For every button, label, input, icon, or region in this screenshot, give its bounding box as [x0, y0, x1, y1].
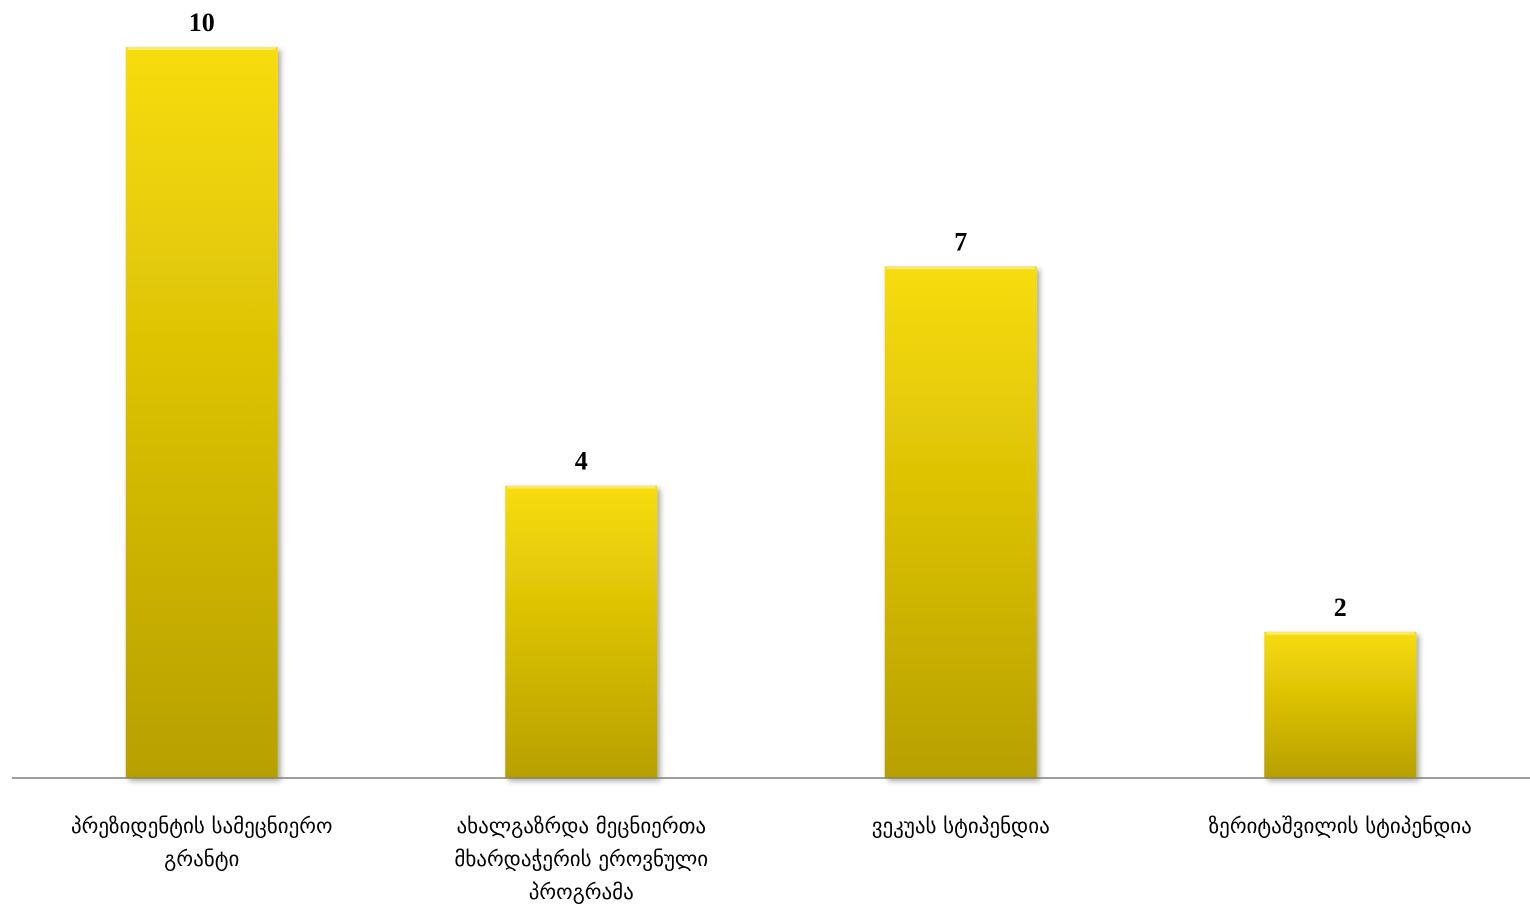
bar-3: [884, 266, 1037, 778]
bar-highlight-4: [1266, 631, 1415, 635]
bar-4: [1264, 631, 1417, 778]
category-label-1: პრეზიდენტის სამეცნიერო გრანტი: [71, 814, 333, 871]
data-label-2: 4: [575, 447, 588, 476]
category-label-line: გრანტი: [164, 847, 239, 871]
bar-2: [505, 485, 658, 778]
category-label-line: ვეკუას სტიპენდია: [872, 814, 1050, 838]
bar-1: [125, 47, 278, 778]
category-label-4: ზერიტაშვილის სტიპენდია: [1209, 814, 1472, 838]
bar-highlight-3: [886, 266, 1035, 270]
bar-highlight-1: [127, 47, 276, 50]
labels-group: 10 პრეზიდენტის სამეცნიერო გრანტი 4 ახალგაზრდ…: [71, 8, 1472, 904]
data-label-1: 10: [189, 8, 215, 37]
category-label-line: ახალგაზრდა მეცნიერთა: [456, 814, 706, 838]
bar-highlight-2: [507, 485, 656, 489]
category-label-line: ზერიტაშვილის სტიპენდია: [1209, 814, 1472, 838]
data-label-4: 2: [1334, 593, 1347, 622]
category-label-line: პროგრამა: [529, 880, 634, 904]
bars-group: [125, 47, 1417, 778]
category-label-2: ახალგაზრდა მეცნიერთა მხარდაჭერის ეროვნული…: [454, 814, 708, 904]
category-label-line: პრეზიდენტის სამეცნიერო: [71, 814, 333, 838]
data-label-3: 7: [954, 227, 967, 256]
category-label-line: მხარდაჭერის ეროვნული: [454, 847, 708, 871]
category-label-3: ვეკუას სტიპენდია: [872, 814, 1050, 838]
